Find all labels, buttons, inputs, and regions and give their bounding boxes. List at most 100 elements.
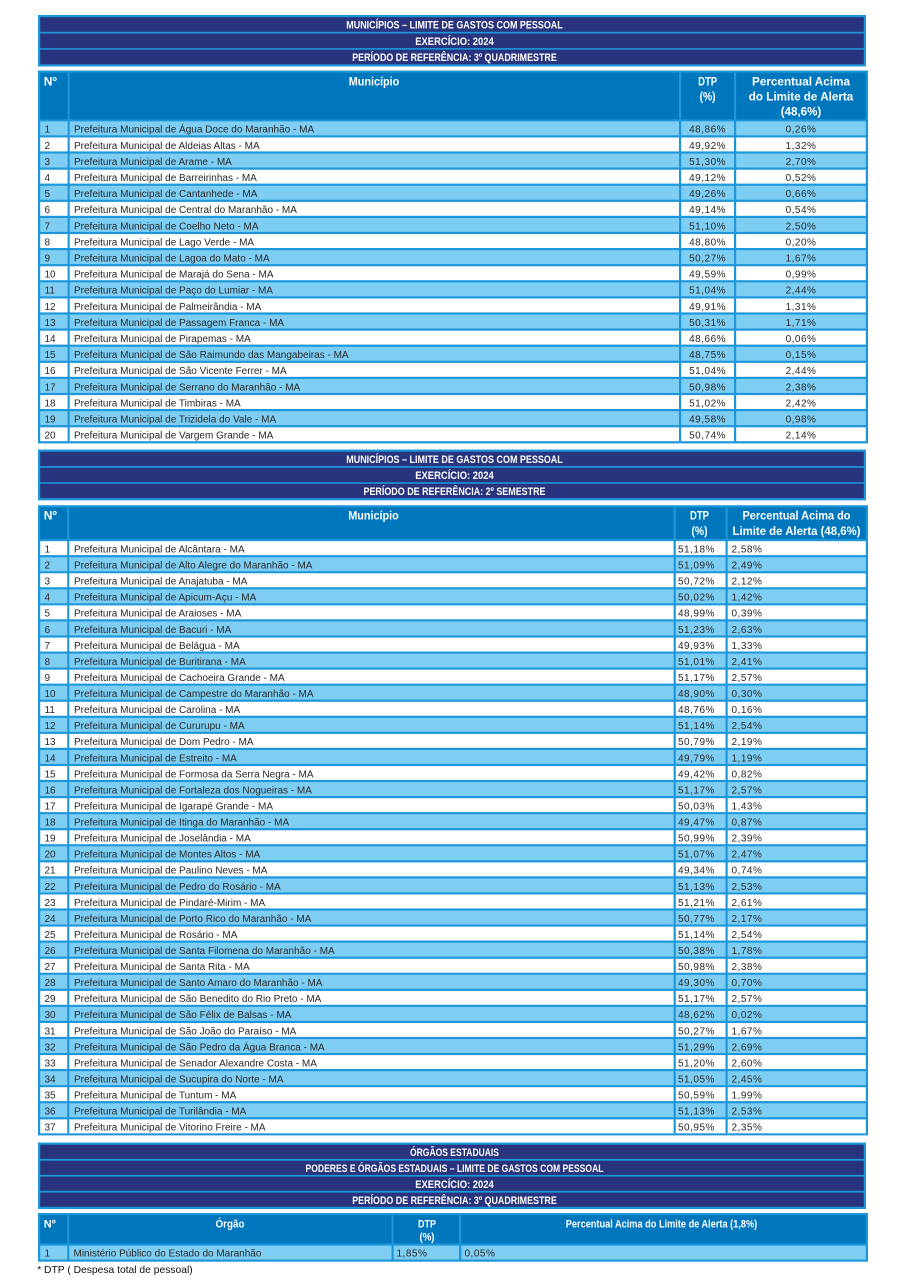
svg-text:24: 24 — [45, 914, 57, 925]
svg-text:2,17%: 2,17% — [732, 914, 763, 925]
svg-text:11: 11 — [45, 705, 56, 716]
svg-text:Prefeitura Municipal de Apicum: Prefeitura Municipal de Apicum-Açu - MA — [74, 593, 257, 604]
svg-text:Percentual Acima: Percentual Acima — [752, 75, 850, 89]
svg-text:MUNICÍPIOS – LIMITE DE GASTOS: MUNICÍPIOS – LIMITE DE GASTOS COM PESSOA… — [346, 453, 563, 466]
svg-text:Prefeitura Municipal de Belágu: Prefeitura Municipal de Belágua - MA — [74, 641, 240, 652]
svg-text:Prefeitura Municipal de São Jo: Prefeitura Municipal de São João do Para… — [74, 1026, 297, 1037]
svg-text:12: 12 — [45, 721, 57, 732]
svg-text:51,23%: 51,23% — [678, 625, 715, 636]
svg-text:Prefeitura Municipal de Lago V: Prefeitura Municipal de Lago Verde - MA — [74, 237, 254, 248]
svg-text:1,67%: 1,67% — [732, 1026, 763, 1037]
svg-text:51,13%: 51,13% — [678, 882, 715, 893]
svg-text:18: 18 — [45, 398, 57, 409]
svg-text:Município: Município — [349, 75, 400, 89]
svg-text:33: 33 — [45, 1058, 57, 1069]
svg-text:48,76%: 48,76% — [678, 705, 715, 716]
svg-text:49,91%: 49,91% — [689, 302, 726, 313]
svg-text:2,19%: 2,19% — [732, 737, 763, 748]
svg-text:1,78%: 1,78% — [732, 946, 763, 957]
svg-text:49,34%: 49,34% — [678, 866, 715, 877]
svg-text:19: 19 — [45, 415, 57, 426]
svg-text:49,42%: 49,42% — [678, 769, 715, 780]
svg-text:0,39%: 0,39% — [732, 609, 763, 620]
svg-text:51,30%: 51,30% — [689, 157, 726, 168]
svg-text:2,35%: 2,35% — [732, 1123, 763, 1134]
svg-text:48,99%: 48,99% — [678, 609, 715, 620]
svg-text:48,75%: 48,75% — [689, 350, 726, 361]
svg-text:48,86%: 48,86% — [689, 125, 726, 136]
svg-text:PODERES E ÓRGÃOS ESTADUAIS – L: PODERES E ÓRGÃOS ESTADUAIS – LIMITE DE G… — [306, 1162, 604, 1175]
svg-text:5: 5 — [45, 189, 51, 200]
svg-text:50,03%: 50,03% — [678, 802, 715, 813]
svg-text:0,54%: 0,54% — [786, 205, 817, 216]
svg-text:(%): (%) — [700, 89, 716, 103]
svg-text:22: 22 — [45, 882, 57, 893]
svg-text:13: 13 — [45, 318, 57, 329]
svg-text:48,80%: 48,80% — [689, 237, 726, 248]
svg-text:1,31%: 1,31% — [786, 302, 817, 313]
svg-text:50,02%: 50,02% — [678, 593, 715, 604]
svg-text:Prefeitura Municipal de Pirape: Prefeitura Municipal de Pirapemas - MA — [74, 334, 251, 345]
svg-text:19: 19 — [45, 834, 57, 845]
svg-text:Prefeitura Municipal de São Pe: Prefeitura Municipal de São Pedro da Águ… — [74, 1040, 325, 1053]
svg-text:0,15%: 0,15% — [786, 350, 817, 361]
svg-text:2,38%: 2,38% — [786, 382, 817, 393]
svg-text:49,58%: 49,58% — [689, 415, 726, 426]
svg-text:Prefeitura Municipal de Timbir: Prefeitura Municipal de Timbiras - MA — [74, 398, 241, 409]
svg-text:Prefeitura Municipal de Santa: Prefeitura Municipal de Santa Filomena d… — [74, 946, 335, 957]
svg-text:2,44%: 2,44% — [786, 286, 817, 297]
svg-text:0,30%: 0,30% — [732, 689, 763, 700]
svg-text:2: 2 — [45, 561, 51, 572]
svg-text:Nº: Nº — [44, 509, 58, 523]
svg-text:2,49%: 2,49% — [732, 561, 763, 572]
svg-text:Prefeitura Municipal de Cururu: Prefeitura Municipal de Cururupu - MA — [74, 721, 245, 732]
svg-text:51,14%: 51,14% — [678, 721, 715, 732]
svg-text:51,13%: 51,13% — [678, 1107, 715, 1118]
svg-text:1,19%: 1,19% — [732, 753, 763, 764]
svg-text:Prefeitura Municipal de Cantan: Prefeitura Municipal de Cantanhede - MA — [74, 189, 258, 200]
svg-text:35: 35 — [45, 1091, 57, 1102]
svg-text:50,98%: 50,98% — [689, 382, 726, 393]
svg-text:50,31%: 50,31% — [689, 318, 726, 329]
svg-text:32: 32 — [45, 1042, 57, 1053]
svg-text:2,70%: 2,70% — [786, 157, 817, 168]
svg-text:2,44%: 2,44% — [786, 366, 817, 377]
svg-text:Prefeitura Municipal de Cachoe: Prefeitura Municipal de Cachoeira Grande… — [74, 673, 285, 684]
svg-text:2,58%: 2,58% — [732, 545, 763, 556]
svg-text:31: 31 — [45, 1026, 57, 1037]
svg-text:Prefeitura Municipal de Estrei: Prefeitura Municipal de Estreito - MA — [74, 753, 237, 764]
svg-text:20: 20 — [45, 431, 57, 442]
svg-text:0,06%: 0,06% — [786, 334, 817, 345]
svg-text:PERÍODO DE REFERÊNCIA: 3º QUAD: PERÍODO DE REFERÊNCIA: 3º QUADRIMESTRE — [352, 1194, 557, 1207]
svg-text:0,99%: 0,99% — [786, 270, 817, 281]
svg-text:0,98%: 0,98% — [786, 415, 817, 426]
svg-text:51,01%: 51,01% — [678, 657, 715, 668]
svg-text:51,17%: 51,17% — [678, 994, 715, 1005]
svg-text:49,93%: 49,93% — [678, 641, 715, 652]
svg-text:2,53%: 2,53% — [732, 1107, 763, 1118]
svg-text:37: 37 — [45, 1123, 57, 1134]
svg-text:Prefeitura Municipal de São Be: Prefeitura Municipal de São Benedito do … — [74, 994, 322, 1005]
svg-text:0,82%: 0,82% — [732, 769, 763, 780]
svg-text:21: 21 — [45, 866, 57, 877]
svg-text:1,42%: 1,42% — [732, 593, 763, 604]
svg-text:Prefeitura Municipal de Paulin: Prefeitura Municipal de Paulino Neves - … — [74, 866, 268, 877]
svg-text:51,04%: 51,04% — [689, 366, 726, 377]
svg-text:2: 2 — [45, 141, 51, 152]
svg-text:Prefeitura Municipal de Sucupi: Prefeitura Municipal de Sucupira do Nort… — [74, 1075, 284, 1086]
svg-text:50,98%: 50,98% — [678, 962, 715, 973]
svg-text:2,41%: 2,41% — [732, 657, 763, 668]
svg-text:48,66%: 48,66% — [689, 334, 726, 345]
svg-text:2,12%: 2,12% — [732, 577, 763, 588]
svg-text:2,53%: 2,53% — [732, 882, 763, 893]
svg-text:15: 15 — [45, 769, 57, 780]
svg-text:Prefeitura Municipal de Anajat: Prefeitura Municipal de Anajatuba - MA — [74, 577, 248, 588]
svg-text:Prefeitura Municipal de Aldeia: Prefeitura Municipal de Aldeias Altas - … — [74, 141, 260, 152]
svg-text:14: 14 — [45, 334, 57, 345]
svg-text:10: 10 — [45, 270, 57, 281]
svg-text:51,10%: 51,10% — [689, 221, 726, 232]
svg-text:Nº: Nº — [44, 1218, 56, 1230]
svg-text:7: 7 — [45, 221, 51, 232]
svg-text:8: 8 — [45, 237, 51, 248]
svg-text:51,07%: 51,07% — [678, 850, 715, 861]
